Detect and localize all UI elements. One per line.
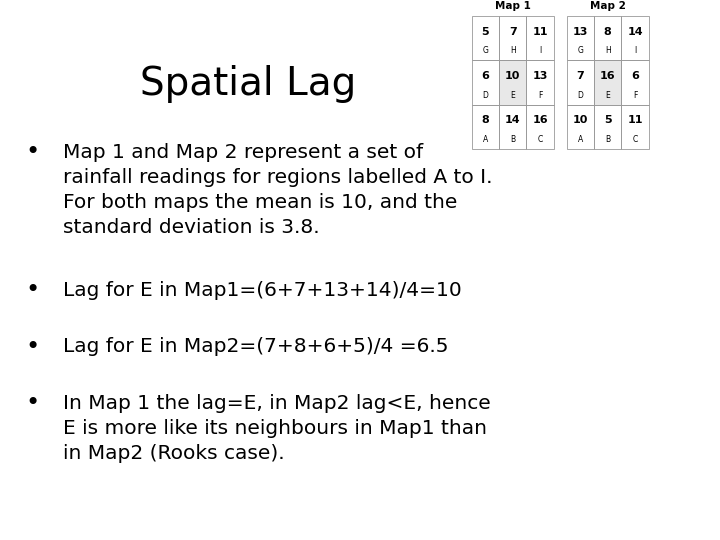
Text: 5: 5 bbox=[482, 26, 489, 37]
Text: •: • bbox=[25, 392, 40, 415]
Bar bbox=[499, 16, 526, 60]
Text: C: C bbox=[632, 135, 638, 144]
Text: E: E bbox=[510, 91, 515, 99]
Bar bbox=[567, 60, 594, 105]
Text: G: G bbox=[482, 46, 488, 55]
Bar bbox=[567, 105, 594, 149]
Text: 5: 5 bbox=[604, 115, 611, 125]
Text: I: I bbox=[539, 46, 541, 55]
Bar bbox=[499, 105, 526, 149]
Bar bbox=[526, 60, 554, 105]
Bar bbox=[621, 60, 649, 105]
Text: G: G bbox=[577, 46, 583, 55]
Text: 16: 16 bbox=[532, 115, 548, 125]
Text: D: D bbox=[482, 91, 488, 99]
Bar bbox=[594, 60, 621, 105]
Text: Map 2: Map 2 bbox=[590, 1, 626, 11]
Text: 13: 13 bbox=[532, 71, 548, 81]
Text: 10: 10 bbox=[505, 71, 521, 81]
Text: 13: 13 bbox=[572, 26, 588, 37]
Text: 11: 11 bbox=[627, 115, 643, 125]
Text: A: A bbox=[482, 135, 488, 144]
Text: H: H bbox=[510, 46, 516, 55]
Text: F: F bbox=[538, 91, 542, 99]
Text: Map 1 and Map 2 represent a set of
rainfall readings for regions labelled A to I: Map 1 and Map 2 represent a set of rainf… bbox=[63, 143, 493, 237]
Text: H: H bbox=[605, 46, 611, 55]
Bar bbox=[472, 60, 499, 105]
Text: C: C bbox=[537, 135, 543, 144]
Text: D: D bbox=[577, 91, 583, 99]
Text: •: • bbox=[25, 140, 40, 164]
Bar bbox=[472, 16, 499, 60]
Bar bbox=[526, 16, 554, 60]
Text: 6: 6 bbox=[631, 71, 639, 81]
Text: 7: 7 bbox=[577, 71, 584, 81]
Text: I: I bbox=[634, 46, 636, 55]
Text: •: • bbox=[25, 335, 40, 359]
Text: 14: 14 bbox=[627, 26, 643, 37]
Text: 6: 6 bbox=[482, 71, 489, 81]
Text: E: E bbox=[606, 91, 610, 99]
Text: 14: 14 bbox=[505, 115, 521, 125]
Text: •: • bbox=[25, 278, 40, 302]
Text: Lag for E in Map2=(7+8+6+5)/4 =6.5: Lag for E in Map2=(7+8+6+5)/4 =6.5 bbox=[63, 338, 449, 356]
Bar bbox=[594, 16, 621, 60]
Text: Map 1: Map 1 bbox=[495, 1, 531, 11]
Bar bbox=[594, 60, 621, 105]
Text: 8: 8 bbox=[604, 26, 611, 37]
Bar bbox=[472, 105, 499, 149]
Text: 16: 16 bbox=[600, 71, 616, 81]
Text: In Map 1 the lag=E, in Map2 lag<E, hence
E is more like its neighbours in Map1 t: In Map 1 the lag=E, in Map2 lag<E, hence… bbox=[63, 394, 491, 463]
Bar bbox=[499, 60, 526, 105]
Bar bbox=[526, 105, 554, 149]
Text: Spatial Lag: Spatial Lag bbox=[140, 65, 356, 103]
Text: B: B bbox=[510, 135, 516, 144]
Bar bbox=[621, 16, 649, 60]
Bar bbox=[499, 60, 526, 105]
Text: 10: 10 bbox=[572, 115, 588, 125]
Bar bbox=[621, 105, 649, 149]
Text: 8: 8 bbox=[482, 115, 489, 125]
Bar bbox=[567, 16, 594, 60]
Text: Lag for E in Map1=(6+7+13+14)/4=10: Lag for E in Map1=(6+7+13+14)/4=10 bbox=[63, 281, 462, 300]
Text: 11: 11 bbox=[532, 26, 548, 37]
Bar bbox=[594, 105, 621, 149]
Text: A: A bbox=[577, 135, 583, 144]
Text: B: B bbox=[605, 135, 611, 144]
Text: 7: 7 bbox=[509, 26, 516, 37]
Text: F: F bbox=[633, 91, 637, 99]
